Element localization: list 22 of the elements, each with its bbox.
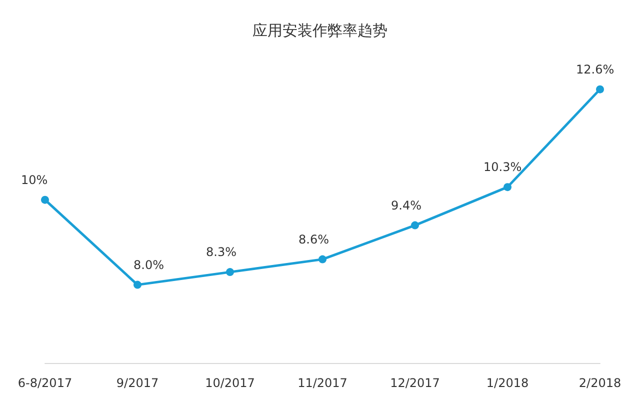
data-label: 8.3% [206, 245, 236, 260]
chart-title: 应用安装作弊率趋势 [252, 22, 388, 40]
point [318, 255, 326, 264]
x-tick-label: 9/2017 [116, 376, 159, 390]
point [41, 196, 49, 204]
x-tick-label: 12/2017 [390, 376, 440, 390]
data-label: 10.3% [484, 160, 522, 174]
point [596, 85, 604, 94]
x-tick-label: 10/2017 [205, 376, 255, 390]
point [134, 280, 142, 289]
x-tick-label: 6-8/2017 [18, 376, 72, 390]
data-label: 10% [21, 172, 48, 187]
x-tick-label: 11/2017 [298, 376, 348, 390]
data-label: 8.6% [298, 232, 329, 246]
data-label: 8.0% [134, 258, 164, 272]
data-label: 9.4% [391, 198, 422, 212]
point [226, 268, 234, 276]
point [411, 221, 419, 230]
x-tick-label: 2/2018 [578, 376, 622, 390]
point [504, 183, 512, 192]
x-tick-label: 1/2018 [486, 376, 529, 390]
data-label: 12.6% [576, 62, 614, 76]
